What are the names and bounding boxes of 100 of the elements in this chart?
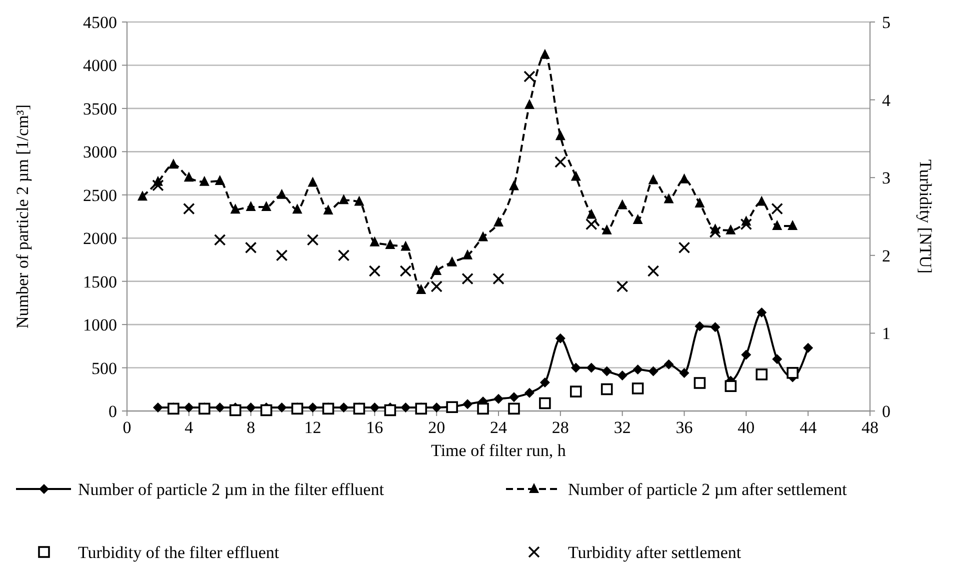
point bbox=[694, 377, 706, 389]
point bbox=[524, 388, 534, 398]
x-tick-label: 32 bbox=[614, 418, 631, 437]
point bbox=[152, 402, 163, 413]
x-tick-label: 8 bbox=[246, 418, 256, 437]
point bbox=[494, 216, 504, 227]
point bbox=[741, 350, 752, 360]
y-tick-label: 1000 bbox=[83, 316, 117, 335]
x-tick-label: 44 bbox=[800, 418, 818, 437]
y2-tick-label: 5 bbox=[882, 13, 890, 32]
x-tick-label: 4 bbox=[184, 418, 194, 437]
point bbox=[214, 175, 225, 186]
x-tick-label: 0 bbox=[122, 418, 132, 437]
point bbox=[678, 242, 690, 254]
y-axis-title: Number of particle 2 µm [1/cm³] bbox=[13, 104, 32, 329]
point bbox=[694, 198, 705, 208]
point bbox=[772, 354, 782, 364]
point bbox=[756, 196, 767, 206]
point bbox=[370, 236, 380, 246]
y2-tick-label: 3 bbox=[882, 168, 890, 188]
point bbox=[524, 98, 534, 109]
point bbox=[400, 240, 411, 251]
point bbox=[430, 280, 442, 292]
point bbox=[261, 200, 272, 211]
point bbox=[508, 180, 519, 190]
point bbox=[664, 193, 674, 204]
point bbox=[555, 333, 566, 344]
legend-label: Turbidity of the filter effluent bbox=[78, 543, 280, 562]
point bbox=[229, 404, 242, 416]
point bbox=[385, 239, 396, 250]
point bbox=[586, 362, 596, 373]
point bbox=[183, 202, 195, 215]
point bbox=[554, 156, 566, 168]
y-tick-label: 4500 bbox=[83, 13, 117, 32]
y-tick-label: 500 bbox=[92, 358, 117, 378]
point bbox=[570, 386, 582, 398]
point bbox=[492, 272, 504, 285]
point bbox=[260, 404, 272, 416]
point bbox=[664, 359, 674, 370]
point bbox=[803, 342, 814, 353]
point bbox=[477, 402, 489, 415]
point bbox=[617, 199, 628, 210]
point bbox=[432, 402, 442, 413]
point bbox=[370, 402, 380, 413]
point bbox=[756, 368, 768, 380]
point bbox=[570, 170, 581, 181]
point bbox=[788, 220, 798, 230]
point bbox=[694, 321, 705, 332]
point bbox=[246, 402, 256, 413]
point bbox=[292, 204, 302, 214]
point bbox=[602, 224, 612, 234]
point bbox=[648, 174, 658, 184]
y-tick-label: 3000 bbox=[83, 142, 117, 162]
point bbox=[756, 307, 767, 318]
x-tick-label: 12 bbox=[304, 418, 322, 437]
point bbox=[632, 382, 644, 394]
point bbox=[710, 322, 720, 332]
point bbox=[276, 402, 287, 413]
point bbox=[338, 402, 349, 413]
point bbox=[276, 250, 288, 262]
point bbox=[199, 176, 210, 186]
point bbox=[338, 250, 350, 262]
legend-label: Number of particle 2 µm after settlement bbox=[568, 480, 848, 499]
x-tick-label: 20 bbox=[428, 418, 446, 437]
point bbox=[772, 220, 782, 230]
point bbox=[632, 364, 643, 375]
point bbox=[462, 249, 473, 260]
x-tick-label: 36 bbox=[676, 418, 693, 437]
y2-tick-label: 1 bbox=[882, 324, 890, 344]
point bbox=[306, 234, 319, 246]
point bbox=[276, 188, 287, 199]
point bbox=[354, 196, 364, 206]
point bbox=[616, 280, 628, 292]
point bbox=[308, 402, 318, 413]
point bbox=[246, 200, 256, 211]
point bbox=[447, 256, 458, 266]
point bbox=[462, 272, 474, 285]
point bbox=[600, 383, 613, 396]
point bbox=[137, 190, 148, 201]
point bbox=[214, 402, 225, 413]
point bbox=[786, 366, 799, 379]
y2-tick-label: 2 bbox=[882, 246, 890, 266]
point bbox=[724, 380, 737, 392]
x-tick-label: 28 bbox=[552, 418, 569, 437]
point bbox=[586, 208, 596, 219]
point bbox=[540, 48, 550, 59]
point bbox=[384, 404, 396, 416]
x-tick-label: 40 bbox=[738, 418, 755, 437]
point bbox=[244, 242, 257, 254]
point bbox=[308, 176, 318, 187]
point bbox=[540, 377, 550, 388]
point bbox=[338, 194, 349, 204]
point bbox=[323, 204, 334, 214]
point bbox=[478, 231, 488, 242]
point bbox=[632, 214, 643, 224]
point bbox=[432, 264, 442, 275]
y-tick-label: 0 bbox=[108, 402, 117, 421]
point bbox=[648, 366, 658, 376]
x-tick-label: 16 bbox=[366, 418, 384, 437]
point bbox=[617, 370, 628, 381]
